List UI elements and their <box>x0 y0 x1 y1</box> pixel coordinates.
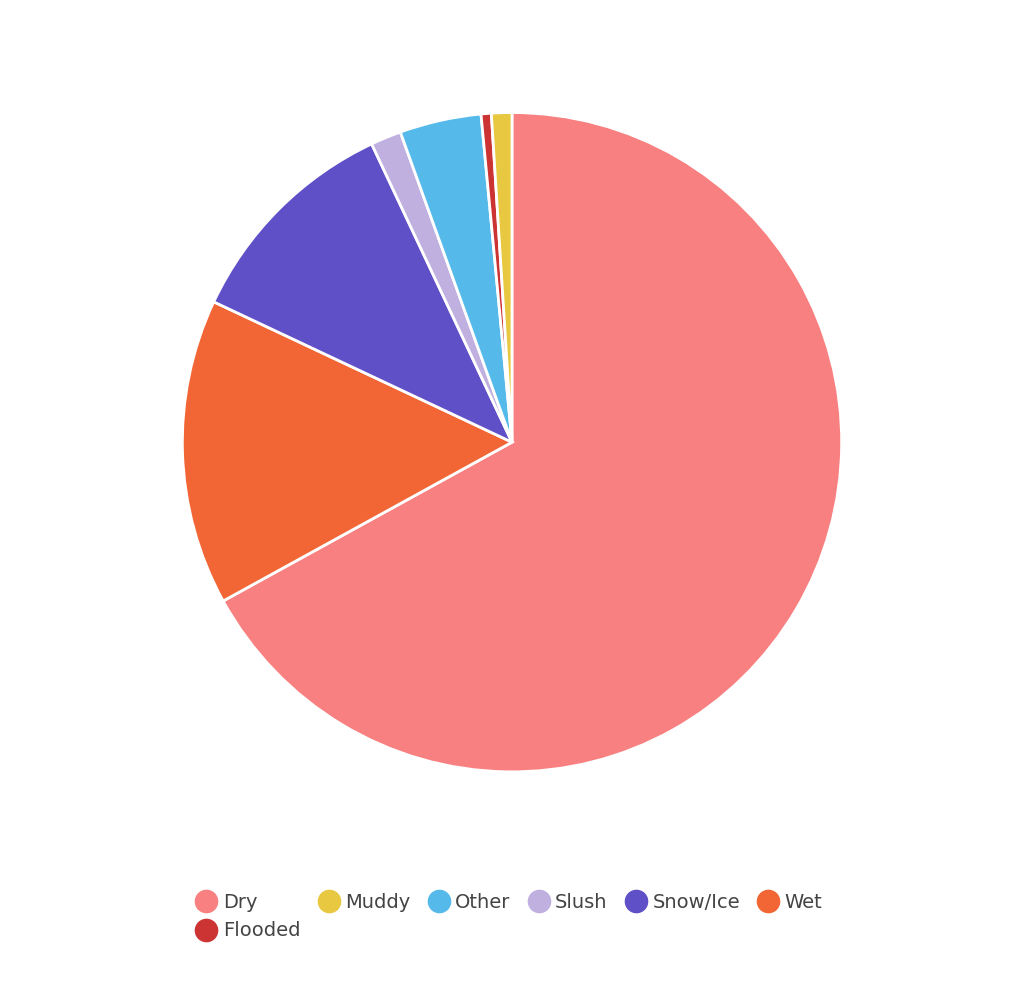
Wedge shape <box>214 144 512 442</box>
Wedge shape <box>492 113 512 442</box>
Wedge shape <box>400 114 512 442</box>
Wedge shape <box>481 114 512 442</box>
Wedge shape <box>182 302 512 601</box>
Wedge shape <box>372 132 512 442</box>
Wedge shape <box>223 113 842 772</box>
Legend: Dry, Flooded, Muddy, Other, Slush, Snow/Ice, Wet: Dry, Flooded, Muddy, Other, Slush, Snow/… <box>182 873 842 960</box>
